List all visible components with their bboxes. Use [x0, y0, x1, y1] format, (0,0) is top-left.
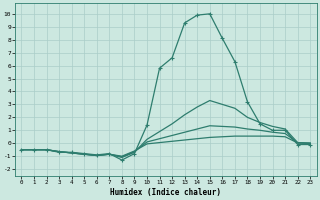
X-axis label: Humidex (Indice chaleur): Humidex (Indice chaleur) — [110, 188, 221, 197]
